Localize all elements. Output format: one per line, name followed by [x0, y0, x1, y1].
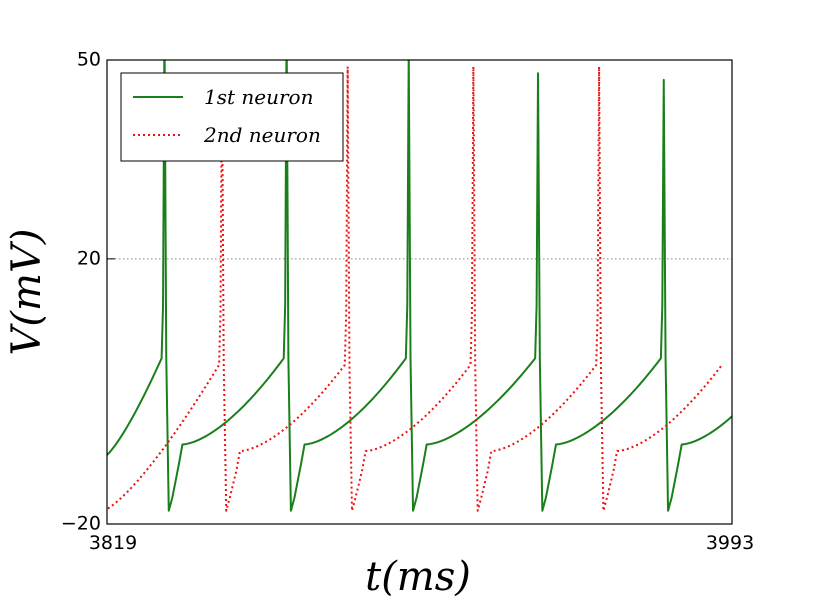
y-tick-label-neg20: −20	[61, 513, 101, 535]
y-axis-label: V(mV)	[4, 229, 50, 356]
legend-label-1st-neuron: 1st neuron	[204, 85, 313, 109]
legend: 1st neuron 2nd neuron	[120, 72, 344, 162]
series-line-2nd-neuron	[107, 65, 723, 512]
legend-label-2nd-neuron: 2nd neuron	[203, 123, 321, 147]
y-tick-label-50: 50	[77, 49, 101, 71]
x-tick-label-end: 3993	[706, 532, 754, 554]
plot-frame	[106, 59, 733, 525]
series-line-1st-neuron	[107, 60, 732, 512]
y-tick-label-20: 20	[77, 247, 101, 269]
legend-box	[120, 72, 344, 162]
x-tick-label-start: 3819	[89, 532, 137, 554]
x-axis-label: t(ms)	[365, 554, 471, 600]
